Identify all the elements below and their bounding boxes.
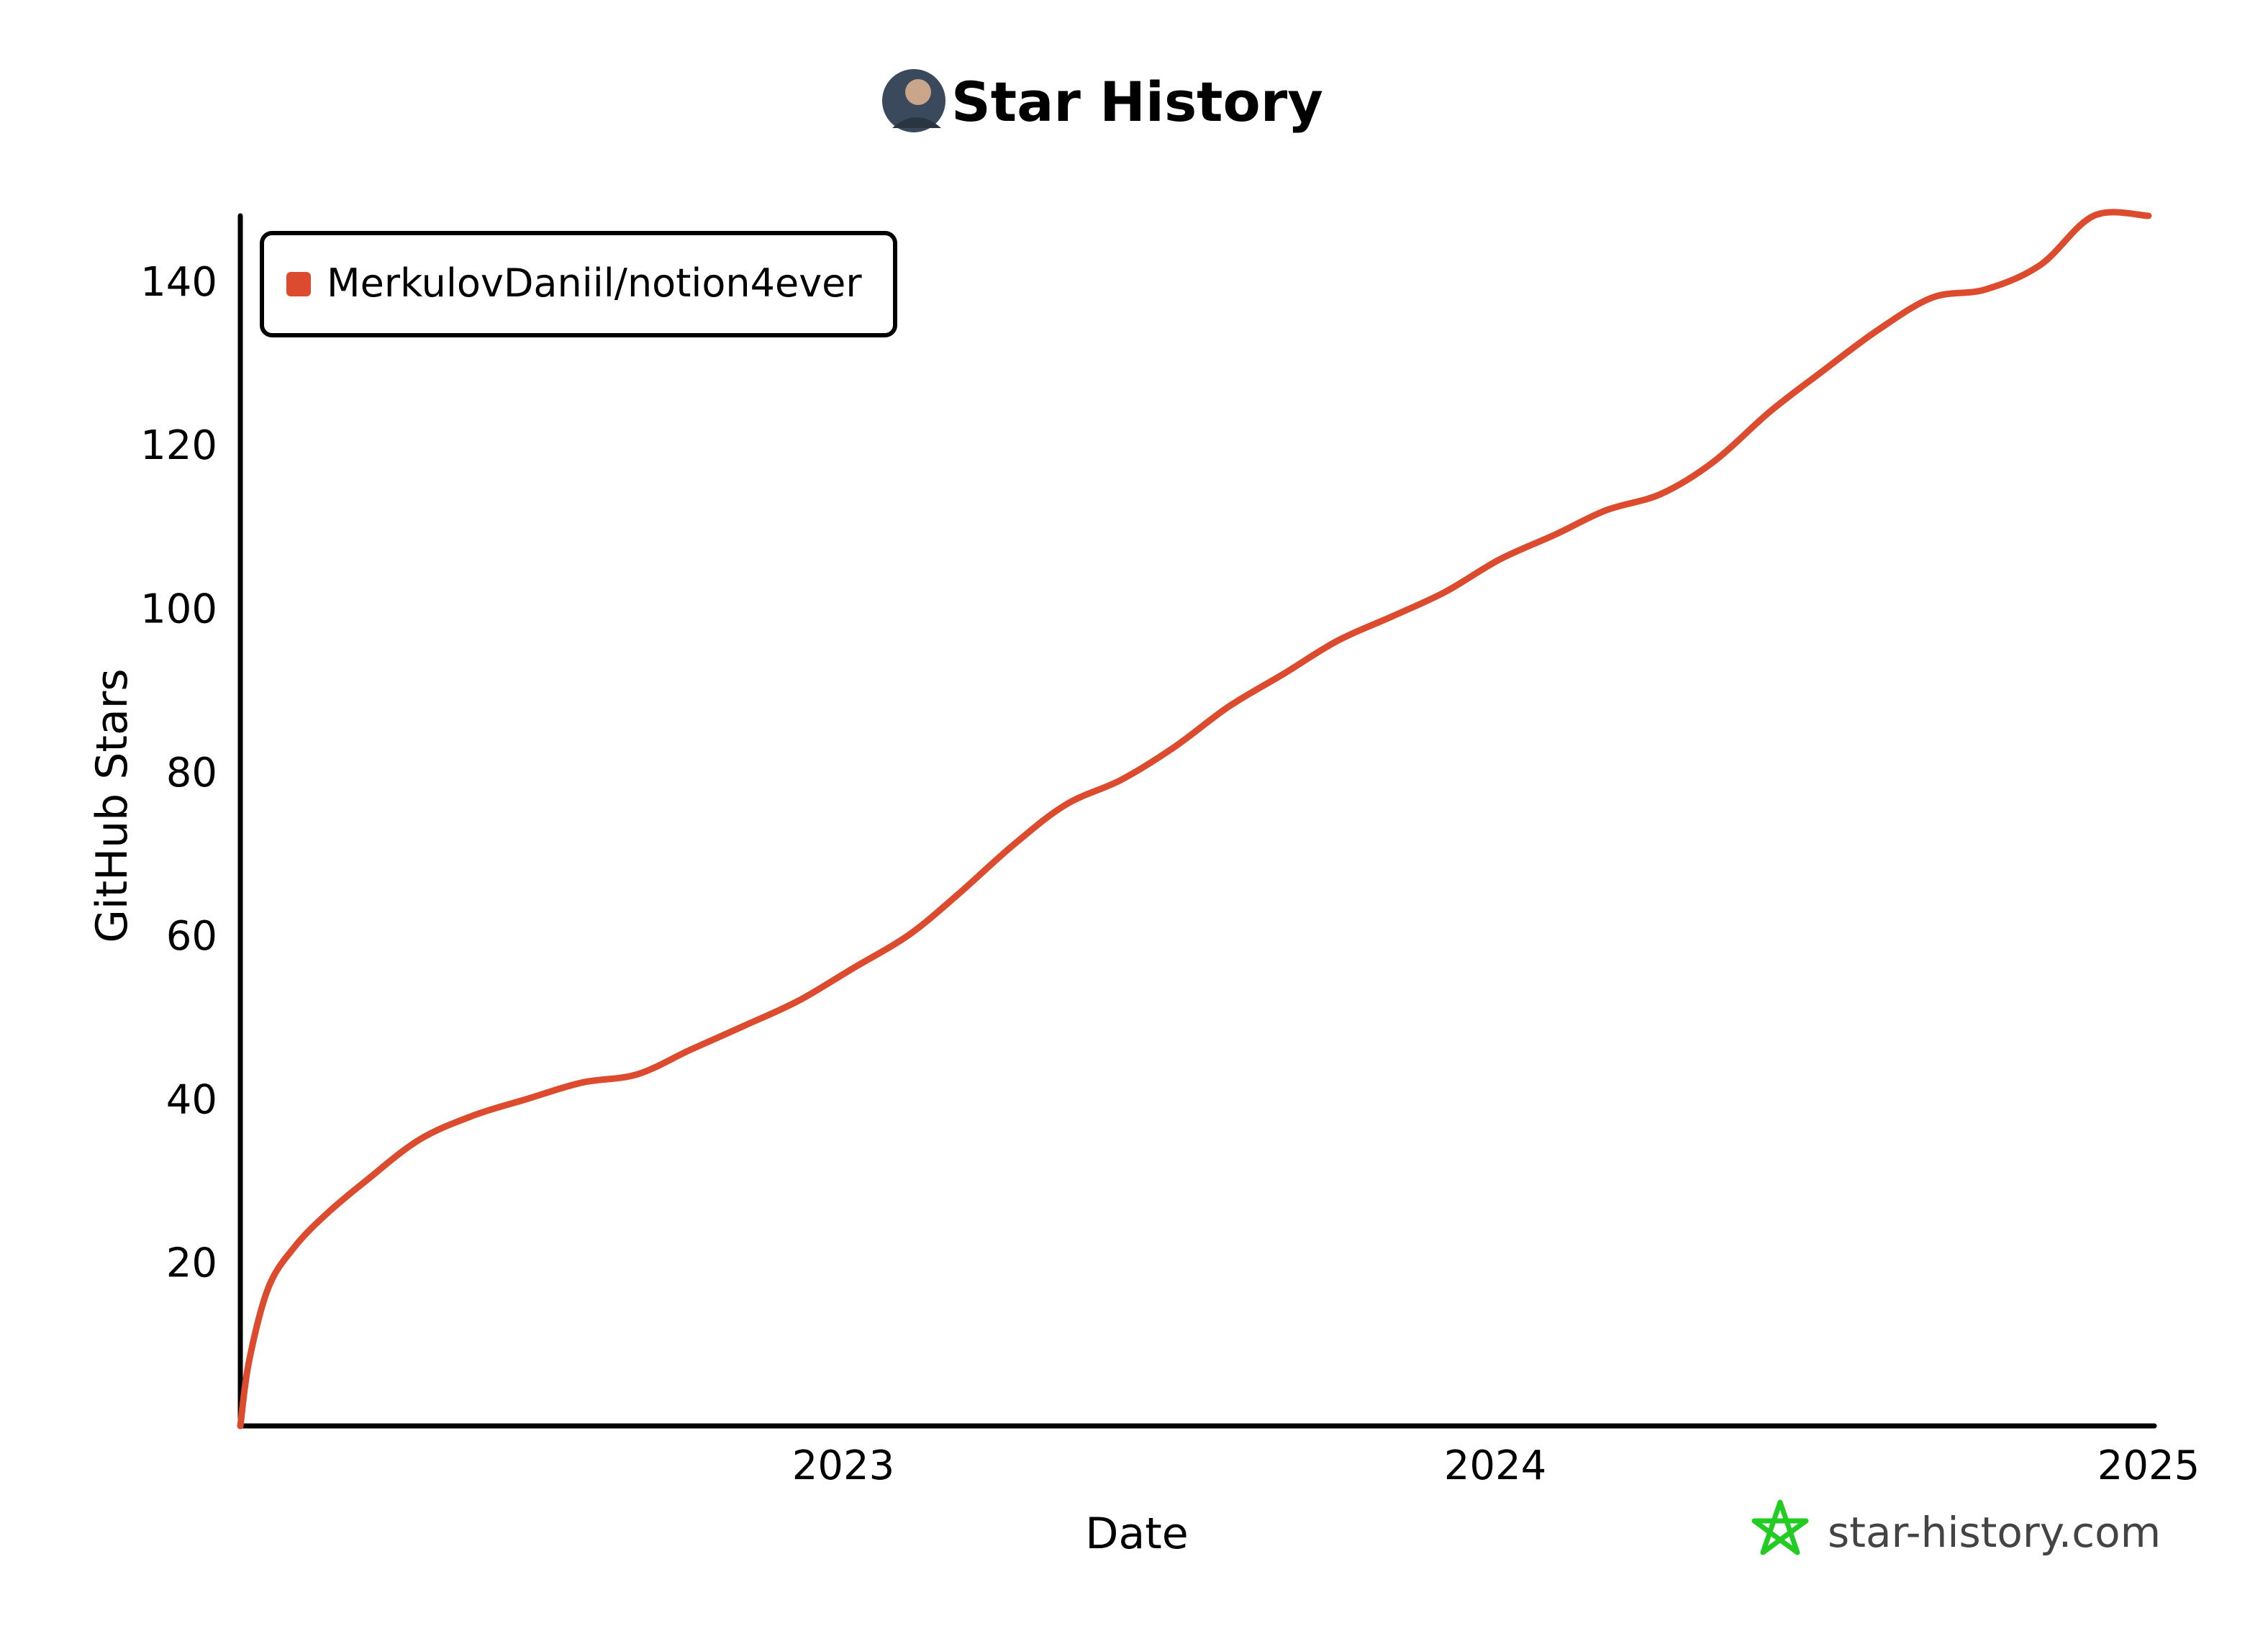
y-tick-label: 60 [166,913,217,960]
y-axis-label: GitHub Stars [87,668,137,942]
legend: MerkulovDaniil/notion4ever [260,231,897,337]
y-tick-label: 140 [140,259,217,306]
axes [237,213,2157,1429]
star-outline-icon [1751,1499,1809,1555]
x-tick-label: 2025 [2097,1442,2200,1489]
x-tick-label: 2024 [1444,1442,1547,1489]
x-tick-label: 2023 [792,1442,895,1489]
y-tick-label: 120 [140,422,217,469]
chart-title-group: Star History [882,69,1323,134]
x-axis-label: Date [1085,1509,1188,1559]
watermark: star-history.com [1751,1499,2161,1557]
chart-title: Star History [951,70,1323,134]
y-tick-label: 40 [166,1076,217,1123]
legend-box [260,231,897,337]
y-tick-label: 80 [166,750,217,796]
user-avatar-icon [882,69,945,132]
legend-label: MerkulovDaniil/notion4ever [327,260,862,306]
x-tick-labels: 2023 2024 2025 [792,1442,2200,1489]
legend-swatch [286,272,311,296]
y-tick-labels: 20 40 60 80 100 120 140 [140,259,217,1287]
y-tick-label: 100 [140,586,217,633]
watermark-text: star-history.com [1828,1508,2161,1557]
series-line [237,209,2152,1430]
y-tick-label: 20 [166,1240,217,1287]
